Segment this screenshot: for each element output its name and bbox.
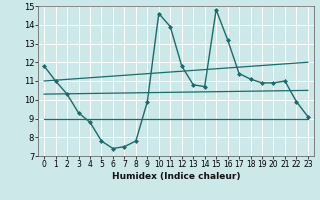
X-axis label: Humidex (Indice chaleur): Humidex (Indice chaleur) [112, 172, 240, 181]
